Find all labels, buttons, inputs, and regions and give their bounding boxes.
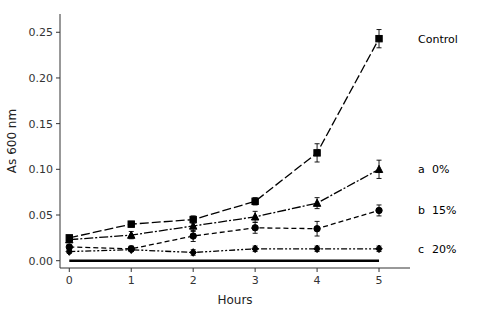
y-tick xyxy=(56,32,60,33)
error-bar-cap xyxy=(315,143,320,144)
y-axis-label: As 600 nm xyxy=(5,109,19,173)
y-axis-line xyxy=(60,14,61,268)
series-label: 0% xyxy=(432,163,449,176)
x-tick-label: 2 xyxy=(190,274,197,287)
error-bar xyxy=(129,221,134,226)
error-bar-cap xyxy=(253,222,258,223)
error-bar-cap xyxy=(253,211,258,212)
marker xyxy=(376,207,382,213)
marker xyxy=(189,222,196,229)
marker xyxy=(190,249,196,257)
x-tick xyxy=(131,268,132,272)
x-tick-label: 1 xyxy=(128,274,135,287)
y-tick xyxy=(56,169,60,170)
series xyxy=(69,260,379,261)
series xyxy=(66,30,382,242)
marker xyxy=(376,245,382,253)
marker xyxy=(128,231,135,238)
series-label: Control xyxy=(418,33,458,46)
plot-area xyxy=(66,30,383,261)
error-bar xyxy=(253,222,258,233)
error-bar-cap xyxy=(377,178,382,179)
y-tick xyxy=(56,215,60,216)
x-tick-label: 3 xyxy=(252,274,259,287)
y-tick-label: 0.25 xyxy=(29,26,54,39)
marker xyxy=(128,221,134,227)
chart: 0 1 2 3 4 5 0.00 0.05 0.10 0.15 0.20 0.25 Hours As 60… xyxy=(0,0,500,312)
marker xyxy=(376,35,382,41)
marker xyxy=(66,248,72,256)
y-tick xyxy=(56,260,60,261)
error-bar-cap xyxy=(315,221,320,222)
error-bar-cap xyxy=(315,197,320,198)
error-bar xyxy=(315,144,320,162)
annotation: c xyxy=(418,243,424,256)
x-tick xyxy=(193,268,194,272)
x-tick-label: 5 xyxy=(376,274,383,287)
error-bar xyxy=(253,198,258,205)
y-tick xyxy=(56,123,60,124)
series-line xyxy=(69,259,379,262)
error-bar xyxy=(191,231,196,242)
x-axis-line xyxy=(60,268,410,269)
series xyxy=(66,245,382,256)
error-bar-cap xyxy=(253,222,258,223)
marker xyxy=(314,150,320,156)
error-bar-cap xyxy=(315,162,320,163)
marker xyxy=(313,199,320,206)
x-tick-label: 0 xyxy=(66,274,73,287)
series xyxy=(66,160,383,243)
error-bar xyxy=(377,205,382,216)
marker xyxy=(375,165,382,172)
marker xyxy=(252,245,258,253)
x-axis-label: Hours xyxy=(217,293,252,307)
y-tick-label: 0.20 xyxy=(29,72,54,85)
error-bar-cap xyxy=(377,215,382,216)
marker xyxy=(314,226,320,232)
error-bar-cap xyxy=(191,230,196,231)
error-bar-cap xyxy=(191,220,196,221)
annotation: b xyxy=(418,204,425,217)
y-tick-label: 0.15 xyxy=(29,118,54,131)
x-tick xyxy=(317,268,318,272)
series-label: 15% xyxy=(432,204,456,217)
error-bar-cap xyxy=(315,236,320,237)
marker xyxy=(190,233,196,239)
error-bar-cap xyxy=(315,208,320,209)
y-tick-label: 0.10 xyxy=(29,163,54,176)
x-tick xyxy=(69,268,70,272)
marker xyxy=(66,236,73,243)
series-line xyxy=(69,210,379,248)
series-label: 20% xyxy=(432,243,456,256)
error-bar-cap xyxy=(191,241,196,242)
series xyxy=(66,205,382,252)
y-tick-label: 0.00 xyxy=(29,255,54,268)
x-tick xyxy=(255,268,256,272)
x-tick xyxy=(379,268,380,272)
series-line xyxy=(69,169,379,239)
marker xyxy=(252,198,258,204)
marker xyxy=(252,225,258,231)
x-tick-label: 4 xyxy=(314,274,321,287)
annotation: a xyxy=(418,163,425,176)
series-line xyxy=(69,39,379,238)
error-bar-cap xyxy=(377,160,382,161)
marker xyxy=(251,213,258,220)
error-bar-cap xyxy=(253,233,258,234)
marker xyxy=(314,245,320,253)
error-bar xyxy=(315,221,320,236)
error-bar-cap xyxy=(377,29,382,30)
marker xyxy=(128,246,134,254)
error-bar xyxy=(377,30,382,48)
y-tick xyxy=(56,77,60,78)
error-bar-cap xyxy=(377,47,382,48)
y-tick-label: 0.05 xyxy=(29,209,54,222)
series-line xyxy=(69,249,379,253)
error-bar-cap xyxy=(377,204,382,205)
